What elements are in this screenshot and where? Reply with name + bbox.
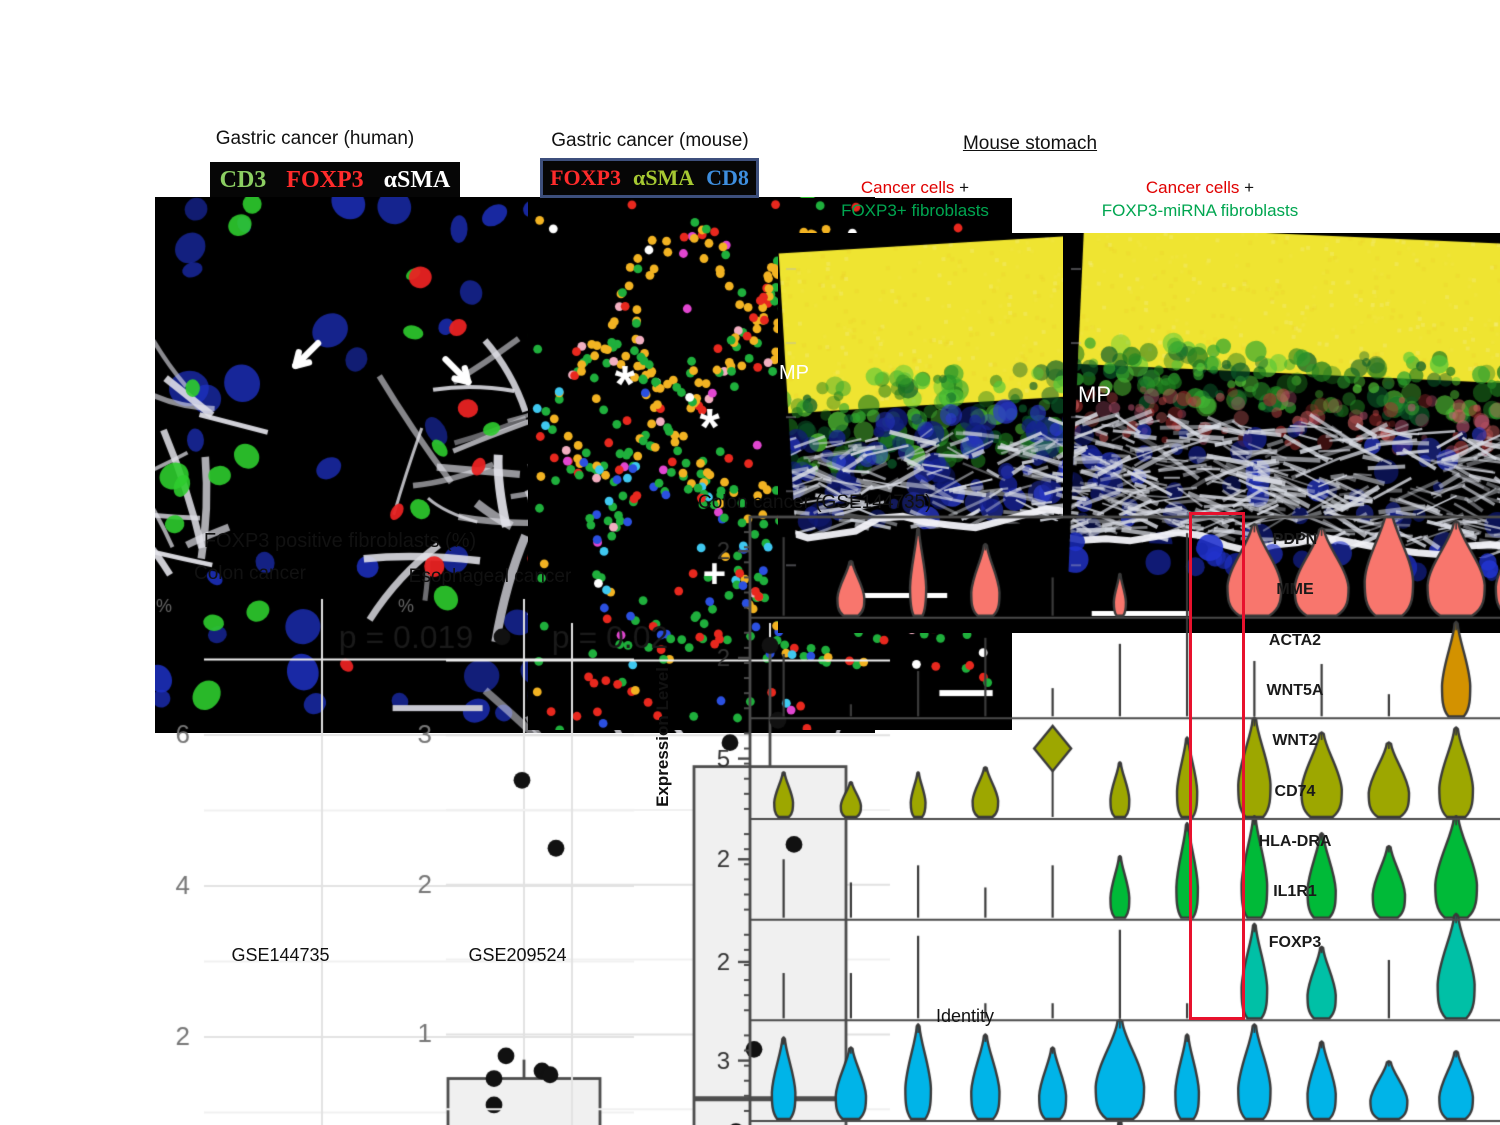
gene-label-WNT2: WNT2	[1272, 732, 1318, 750]
violin-xlabel: Identity	[935, 1006, 995, 1026]
marker-cd3: CD3	[219, 166, 267, 193]
stomach-panel-title: Mouse stomach	[962, 133, 1098, 154]
cancer-cells-text: Cancer cells	[1145, 178, 1240, 197]
violin-title: Colon cancer (GSE144735)	[698, 492, 932, 513]
gene-label-IL1R1: IL1R1	[1273, 883, 1317, 901]
fibroblast-text: FOXP3-miRNA fibroblasts	[1101, 201, 1299, 220]
marker-foxp3: FOXP3	[286, 166, 364, 193]
marker-cd8: CD8	[706, 165, 749, 190]
boxplot-section-title: FOXP3 positive fibroblasts (%)	[203, 530, 477, 552]
gene-label-ACTA2: ACTA2	[1268, 631, 1322, 649]
violin-grid-chart	[650, 513, 1500, 1125]
condition-label-2: Cancer cells + FOXP3-miRNA fibroblasts	[1060, 176, 1340, 222]
colon-dataset-caption: GSE144735	[231, 945, 330, 965]
marker-asma: αSMA	[383, 166, 451, 193]
human-panel-title: Gastric cancer (human)	[215, 128, 415, 149]
esophageal-dataset-caption: GSE209524	[468, 945, 567, 965]
gene-label-CD74: CD74	[1274, 782, 1316, 800]
marker-asma: αSMA	[632, 165, 695, 190]
gene-label-FOXP3: FOXP3	[1268, 933, 1322, 951]
human-marker-legend: CD3 FOXP3 αSMA	[210, 162, 460, 198]
fibroblast-text: FOXP3+ fibroblasts	[841, 201, 989, 220]
c9-highlight-box	[1189, 512, 1245, 1020]
gene-label-WNT5A: WNT5A	[1266, 681, 1324, 699]
marker-foxp3: FOXP3	[550, 165, 621, 190]
gene-label-MME: MME	[1276, 581, 1314, 599]
gene-label-PDPN: PDPN	[1272, 531, 1318, 548]
condition-label-1: Cancer cells + FOXP3+ fibroblasts	[790, 176, 1040, 222]
cancer-cells-text: Cancer cells	[860, 178, 955, 197]
mouse-panel-title: Gastric cancer (mouse)	[551, 130, 749, 151]
plus-text: +	[1239, 178, 1255, 197]
mouse-marker-legend: FOXP3 αSMA CD8	[540, 158, 759, 198]
esophageal-boxplot-title: Esophageal cancer	[408, 566, 572, 587]
gene-label-HLA-DRA: HLA-DRA	[1258, 832, 1332, 850]
mp-region-label: MP	[779, 362, 809, 384]
plus-text: +	[954, 178, 970, 197]
colon-boxplot-title: Colon cancer	[194, 563, 306, 584]
mp-region-label: MP	[1078, 382, 1111, 407]
